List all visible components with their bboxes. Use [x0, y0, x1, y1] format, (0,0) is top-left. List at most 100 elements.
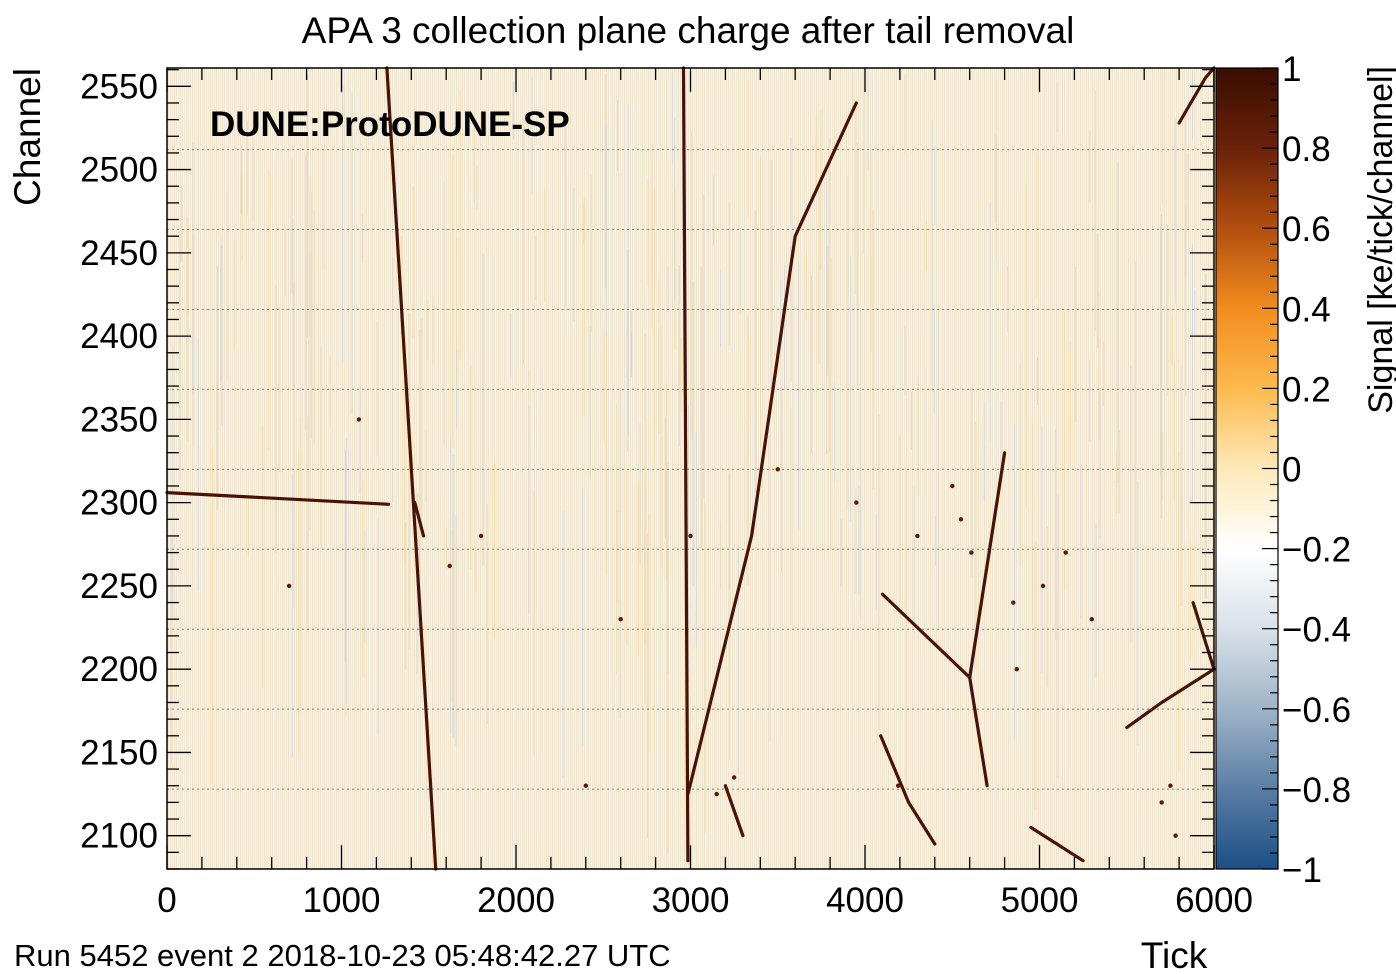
charge-blob: [1089, 617, 1095, 622]
noise-stripe: [268, 170, 270, 450]
noise-stripe: [451, 529, 453, 703]
noise-stripe: [285, 225, 286, 297]
colorbar-tick-label: −1: [1282, 851, 1322, 890]
noise-stripe: [852, 71, 854, 118]
noise-stripe: [1185, 205, 1187, 278]
noise-stripe: [704, 502, 706, 833]
noise-stripe: [691, 132, 693, 441]
noise-stripe: [1099, 391, 1101, 539]
noise-stripe: [292, 474, 293, 757]
track: [1029, 825, 1085, 863]
noise-stripe: [805, 252, 807, 319]
noise-stripe: [878, 415, 880, 730]
noise-stripe: [692, 281, 694, 587]
noise-stripe: [688, 405, 689, 682]
noise-stripe: [639, 423, 641, 565]
colorbar-tick-label: 0.8: [1282, 130, 1331, 169]
noise-stripe: [647, 178, 649, 287]
noise-stripe: [1117, 162, 1119, 484]
noise-stripe: [311, 192, 312, 440]
noise-stripe: [252, 137, 254, 222]
charge-blob: [915, 533, 920, 539]
noise-stripe: [666, 383, 668, 579]
colorbar-tick-label: 0: [1282, 451, 1301, 490]
charge-blob: [1063, 550, 1068, 555]
noise-stripe: [671, 72, 673, 164]
x-tick-label: 4000: [826, 881, 904, 920]
noise-stripe: [1055, 428, 1057, 640]
y-tick-label: 2100: [80, 817, 158, 856]
noise-stripe: [617, 100, 619, 171]
noise-stripe: [343, 86, 345, 151]
colorbar: 1 0.8 0.6 0.4 0.2 0 −0.2 −0.4 −0.6 −0.8 −1: [1215, 50, 1351, 890]
noise-stripe: [729, 202, 731, 346]
noise-stripe: [938, 304, 939, 631]
noise-stripe: [1160, 213, 1162, 519]
noise-stripe: [1180, 364, 1182, 549]
chart-title: APA 3 collection plane charge after tail…: [301, 10, 1075, 51]
noise-stripe: [1000, 400, 1002, 471]
noise-stripe: [247, 491, 249, 557]
noise-stripe: [850, 256, 851, 522]
noise-stripe: [392, 257, 394, 503]
noise-stripe: [1137, 481, 1139, 746]
y-axis-label: Channel: [7, 68, 48, 206]
noise-stripe: [170, 538, 172, 765]
charge-blob: [969, 550, 974, 555]
noise-stripe: [820, 109, 822, 271]
charge-blob: [618, 617, 623, 622]
noise-stripe: [815, 136, 817, 185]
noise-stripe: [870, 143, 872, 352]
noise-stripe: [1130, 365, 1132, 643]
noise-stripe: [995, 79, 997, 261]
noise-stripe: [781, 385, 782, 573]
noise-stripe: [678, 265, 680, 446]
noise-stripe: [983, 401, 985, 502]
noise-stripe: [562, 511, 564, 778]
noise-stripe: [345, 438, 347, 705]
noise-stripe: [475, 547, 477, 593]
y-tick-label: 2150: [80, 733, 158, 772]
noise-stripe: [1118, 430, 1120, 513]
noise-stripe: [747, 315, 749, 585]
noise-stripe: [573, 188, 575, 322]
noise-stripe: [291, 159, 293, 294]
noise-stripe: [456, 237, 458, 374]
noise-stripe: [1115, 452, 1117, 514]
noise-stripe: [1160, 226, 1161, 477]
noise-stripe: [1190, 540, 1191, 661]
noise-stripe: [528, 371, 530, 439]
noise-stripe: [754, 210, 756, 493]
y-tick-label: 2450: [80, 234, 158, 273]
noise-stripe: [1095, 523, 1097, 679]
noise-stripe: [760, 156, 762, 448]
noise-stripe: [856, 142, 858, 386]
noise-stripe: [872, 210, 874, 490]
noise-stripe: [644, 333, 646, 644]
noise-stripe: [582, 488, 584, 746]
noise-stripe: [638, 483, 640, 656]
noise-stripe: [855, 104, 857, 295]
noise-stripe: [1192, 70, 1193, 140]
noise-stripe: [329, 355, 331, 428]
noise-stripe: [1034, 541, 1036, 810]
noise-stripe: [376, 321, 378, 457]
noise-stripe: [905, 466, 907, 797]
colorbar-tick-label: 1: [1282, 50, 1301, 89]
noise-stripe: [747, 79, 749, 217]
noise-stripe: [1080, 463, 1082, 619]
noise-stripe: [798, 261, 800, 529]
noise-stripe: [863, 69, 865, 254]
noise-stripe: [298, 449, 299, 759]
noise-stripe: [212, 446, 214, 784]
noise-stripe: [713, 175, 714, 246]
charge-blob: [1168, 783, 1173, 788]
noise-stripe: [240, 145, 242, 214]
charge-blob: [356, 417, 362, 422]
noise-stripe: [446, 527, 448, 570]
noise-stripe: [179, 231, 181, 481]
colorbar-tick-label: −0.4: [1282, 611, 1351, 650]
noise-stripe: [818, 190, 820, 364]
noise-stripe: [221, 245, 223, 426]
noise-stripe: [1094, 90, 1096, 331]
